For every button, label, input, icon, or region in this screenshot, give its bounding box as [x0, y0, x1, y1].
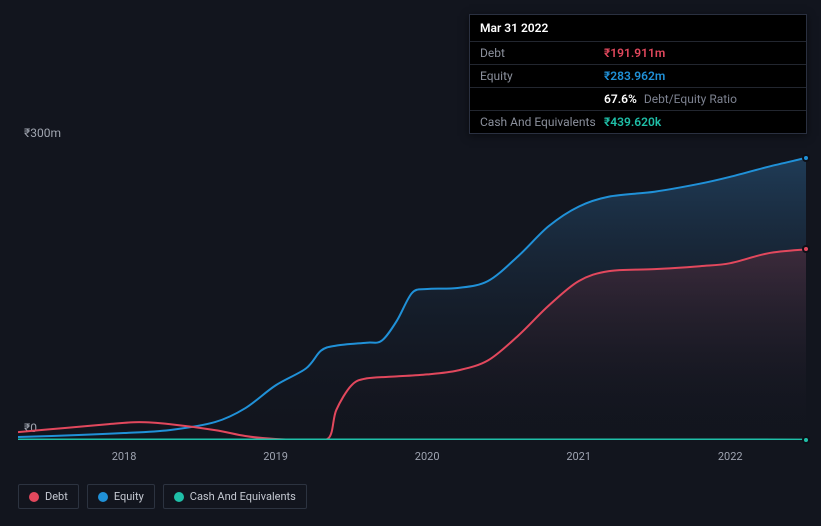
- tooltip-date: Mar 31 2022: [480, 21, 548, 35]
- chart-legend: Debt Equity Cash And Equivalents: [18, 484, 307, 509]
- chart-svg: [18, 142, 806, 440]
- legend-item-equity[interactable]: Equity: [87, 484, 155, 509]
- legend-dot-icon: [174, 492, 184, 502]
- tooltip-equity-label: Equity: [480, 69, 604, 83]
- tooltip-equity-value: ₹283.962m: [604, 69, 665, 83]
- legend-item-debt[interactable]: Debt: [18, 484, 79, 509]
- tooltip-ratio-spacer: [480, 92, 604, 106]
- tooltip-debt-label: Debt: [480, 46, 604, 60]
- chart-container: Mar 31 2022 Debt ₹191.911m Equity ₹283.9…: [0, 0, 821, 526]
- legend-label-equity: Equity: [114, 490, 144, 503]
- tooltip-cash-label: Cash And Equivalents: [480, 115, 604, 129]
- x-axis-tick-label: 2020: [415, 450, 440, 463]
- legend-dot-icon: [29, 492, 39, 502]
- legend-item-cash[interactable]: Cash And Equivalents: [163, 484, 307, 509]
- legend-label-cash: Cash And Equivalents: [190, 490, 296, 503]
- end-marker-cash: [802, 436, 810, 444]
- chart-plot-area[interactable]: [18, 142, 806, 440]
- end-marker-debt: [802, 245, 810, 253]
- legend-dot-icon: [98, 492, 108, 502]
- tooltip-ratio-label: Debt/Equity Ratio: [644, 92, 737, 106]
- data-tooltip: Mar 31 2022 Debt ₹191.911m Equity ₹283.9…: [469, 14, 807, 134]
- y-axis-label-max: ₹300m: [24, 126, 61, 140]
- tooltip-cash-value: ₹439.620k: [604, 115, 661, 129]
- x-axis-tick-label: 2019: [263, 450, 288, 463]
- x-axis-tick-label: 2022: [718, 450, 743, 463]
- legend-label-debt: Debt: [45, 490, 68, 503]
- x-axis-tick-label: 2021: [566, 450, 591, 463]
- tooltip-debt-value: ₹191.911m: [604, 46, 665, 60]
- x-axis-tick-label: 2018: [112, 450, 137, 463]
- end-marker-equity: [802, 154, 810, 162]
- tooltip-ratio-value: 67.6%: [604, 92, 637, 106]
